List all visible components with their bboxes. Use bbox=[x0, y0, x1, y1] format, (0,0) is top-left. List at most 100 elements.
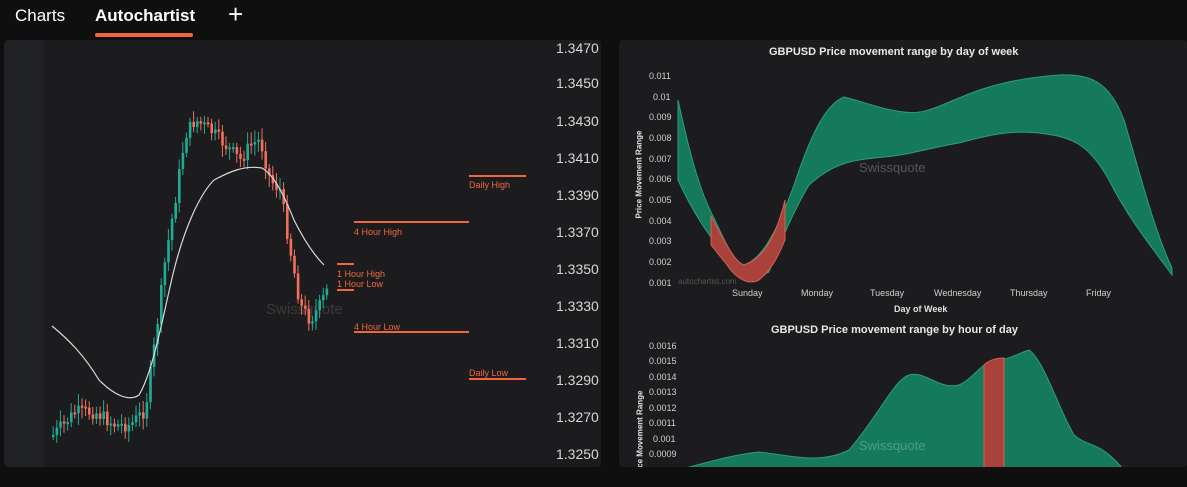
price-label: 1.3310 bbox=[556, 335, 599, 351]
candle bbox=[66, 422, 69, 425]
candle bbox=[167, 240, 170, 263]
y-axis-title: Price Movement Range bbox=[635, 390, 645, 467]
one-hour-low-label: 1 Hour Low bbox=[337, 279, 384, 289]
y-tick: 0.009 bbox=[649, 112, 672, 122]
y-tick: 0.0011 bbox=[649, 418, 676, 428]
levels-overlay: Daily High 4 Hour High 1 Hour High 1 Hou… bbox=[337, 175, 526, 380]
y-tick: 0.0009 bbox=[649, 449, 677, 459]
candle bbox=[250, 143, 253, 146]
top-bar: Charts Autochartist + bbox=[0, 0, 1187, 40]
hour-chart-title: GBPUSD Price movement range by hour of d… bbox=[771, 324, 1018, 336]
candle bbox=[70, 412, 73, 423]
range-band bbox=[687, 349, 1122, 467]
watermark-swissquote: Swissquote bbox=[859, 160, 925, 175]
range-band bbox=[677, 74, 1173, 277]
y-tick: 0.0016 bbox=[649, 341, 677, 351]
y-tick: 0.001 bbox=[653, 434, 676, 444]
price-axis: 1.3470 1.3450 1.3430 1.3410 1.3390 1.337… bbox=[542, 40, 601, 467]
candle bbox=[120, 423, 123, 426]
price-label: 1.3350 bbox=[556, 261, 599, 277]
candle bbox=[106, 411, 109, 426]
candle bbox=[98, 413, 102, 419]
four-hour-high-label: 4 Hour High bbox=[354, 227, 402, 237]
x-tick: Tuesday bbox=[870, 288, 905, 298]
y-tick: 0.007 bbox=[649, 154, 672, 164]
daily-low-label: Daily Low bbox=[469, 368, 509, 378]
candle bbox=[55, 427, 59, 435]
candle bbox=[80, 405, 84, 408]
candle bbox=[224, 145, 228, 149]
daily-high-label: Daily High bbox=[469, 180, 510, 190]
candle bbox=[109, 423, 113, 426]
candle bbox=[131, 422, 134, 425]
tab-charts[interactable]: Charts bbox=[15, 6, 66, 25]
x-tick: Thursday bbox=[1010, 288, 1048, 298]
price-label: 1.3390 bbox=[556, 187, 599, 203]
y-axis-title: Price Movement Range bbox=[634, 130, 644, 219]
y-tick: 0.011 bbox=[649, 71, 671, 81]
candle bbox=[134, 415, 138, 423]
candle bbox=[257, 139, 260, 143]
y-tick: 0.005 bbox=[649, 195, 672, 205]
candle bbox=[185, 137, 188, 153]
candle bbox=[124, 423, 127, 432]
candle bbox=[268, 168, 271, 176]
tab-autochartist[interactable]: Autochartist bbox=[95, 6, 196, 25]
candle bbox=[296, 273, 300, 300]
candle bbox=[286, 204, 289, 239]
candle bbox=[196, 121, 199, 128]
candle bbox=[221, 131, 224, 146]
sunday-highlight-band bbox=[710, 199, 786, 283]
candle bbox=[95, 413, 98, 419]
candle bbox=[214, 129, 217, 134]
candle bbox=[289, 238, 293, 256]
candle bbox=[260, 139, 264, 152]
candle bbox=[275, 183, 278, 190]
candle bbox=[311, 321, 314, 324]
watermark-swissquote: Swissquote bbox=[859, 438, 925, 453]
price-label: 1.3270 bbox=[556, 409, 599, 425]
candle bbox=[239, 153, 242, 159]
candle bbox=[246, 143, 249, 160]
price-chart-panel[interactable]: Swissquote 1.3470 1.3450 1.3430 1.3410 1… bbox=[4, 40, 601, 467]
candle bbox=[84, 406, 87, 409]
candle bbox=[138, 412, 141, 416]
hour-of-day-chart: Swissquote bbox=[687, 349, 1122, 467]
candle bbox=[145, 402, 149, 419]
candle bbox=[181, 152, 185, 170]
x-axis-title: Day of Week bbox=[894, 304, 948, 314]
add-tab-icon[interactable]: + bbox=[228, 0, 244, 29]
candle bbox=[314, 310, 318, 322]
candle bbox=[174, 202, 177, 219]
candle bbox=[264, 151, 267, 169]
y-tick: 0.01 bbox=[653, 92, 671, 102]
candle bbox=[142, 412, 145, 419]
candle bbox=[322, 295, 325, 301]
candle bbox=[203, 122, 206, 125]
candle bbox=[88, 407, 91, 415]
candle bbox=[113, 423, 116, 427]
candle bbox=[178, 169, 181, 203]
candlestick-chart: Swissquote bbox=[51, 111, 343, 443]
candle bbox=[52, 434, 55, 437]
x-tick: Monday bbox=[801, 288, 834, 298]
day-chart-title: GBPUSD Price movement range by day of we… bbox=[769, 46, 1019, 58]
peak-hour-highlight-band bbox=[983, 357, 1005, 467]
price-label: 1.3290 bbox=[556, 372, 599, 388]
candle bbox=[192, 121, 195, 128]
y-tick: 0.0014 bbox=[649, 372, 677, 382]
price-label: 1.3330 bbox=[556, 298, 599, 314]
candle bbox=[102, 411, 105, 419]
candle bbox=[163, 262, 167, 286]
candle bbox=[318, 300, 321, 311]
x-tick: Friday bbox=[1086, 288, 1112, 298]
candle bbox=[235, 147, 239, 154]
candle bbox=[228, 147, 231, 150]
four-hour-low-label: 4 Hour Low bbox=[354, 322, 401, 332]
candle bbox=[149, 366, 152, 403]
source-watermark: autochartist.com bbox=[678, 277, 737, 286]
candle bbox=[116, 424, 120, 427]
bottom-bar bbox=[0, 467, 1187, 487]
candle bbox=[199, 121, 203, 124]
day-of-week-chart: Swissquote autochartist.com bbox=[677, 74, 1173, 286]
